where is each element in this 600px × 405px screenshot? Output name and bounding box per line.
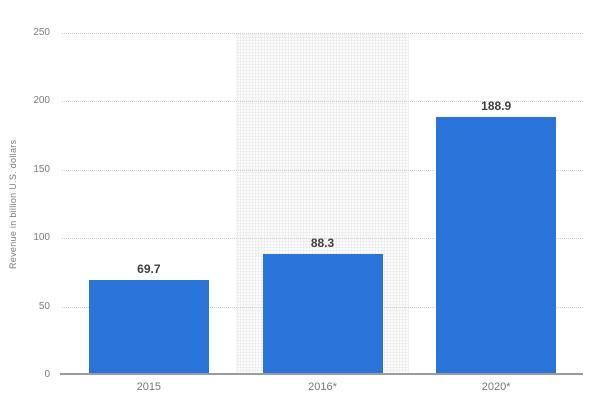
y-tick-label: 100: [33, 232, 50, 244]
y-tick-label: 0: [44, 369, 50, 380]
bar-2015: [88, 279, 209, 375]
value-label-2016*: 88.3: [310, 236, 335, 251]
plot-area: 69.7 88.3 188.9: [62, 33, 583, 375]
gridline: [62, 169, 583, 171]
y-tick-label: 250: [33, 27, 50, 38]
gridline: [62, 101, 583, 103]
x-axis-label-2015: 2015: [136, 381, 162, 393]
y-tick-label: 200: [33, 95, 50, 107]
y-axis-title: Revenue in billion U.S. dollars: [8, 139, 18, 269]
x-axis-line: [60, 373, 583, 375]
x-axis-label-2020*: 2020*: [481, 381, 511, 393]
bar-2016*: [262, 254, 383, 375]
gridline: [62, 33, 583, 34]
y-tick-label: 50: [38, 300, 50, 312]
value-label-2015: 69.7: [137, 261, 161, 276]
bar-2020*: [436, 116, 557, 375]
gridline: [62, 238, 583, 240]
x-axis-label-2016*: 2016*: [308, 381, 337, 393]
value-label-2020*: 188.9: [481, 98, 512, 113]
y-tick-label: 150: [33, 163, 50, 175]
